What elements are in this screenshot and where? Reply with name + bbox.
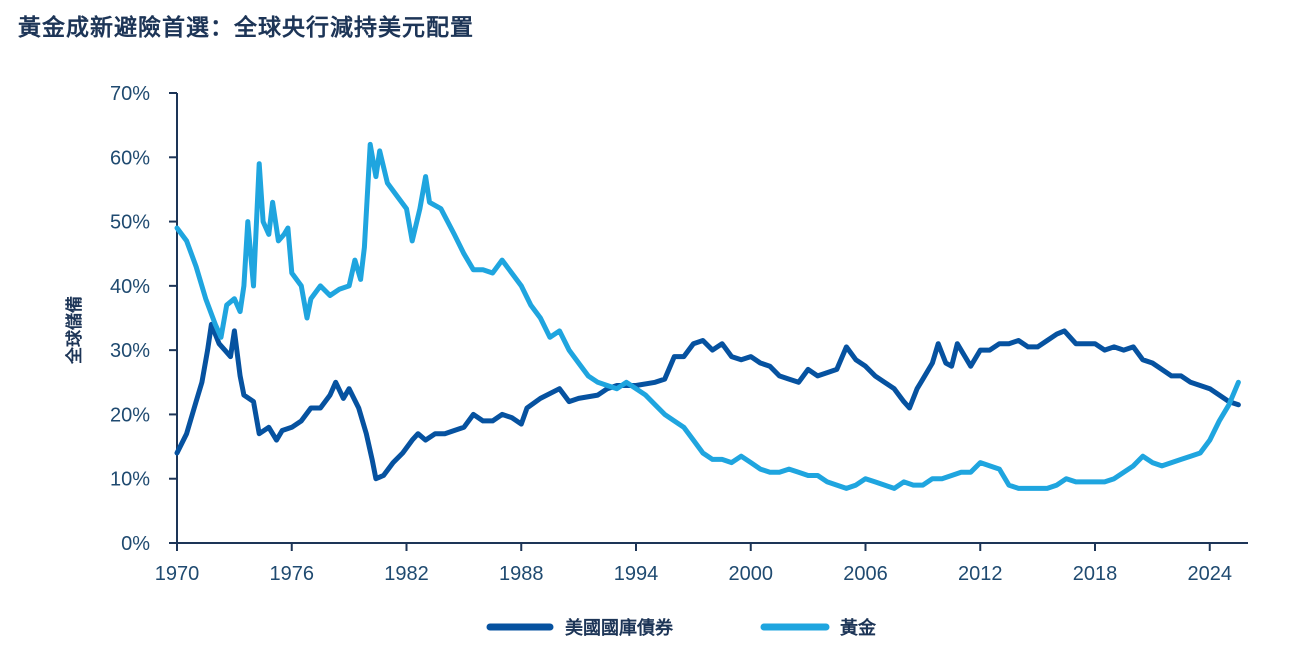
x-tick-label: 1970 <box>155 563 200 585</box>
series-line-treasuries <box>174 321 1241 482</box>
y-tick-label: 60% <box>110 147 150 169</box>
y-tick-label: 40% <box>110 276 150 298</box>
y-tick-label: 0% <box>121 533 150 555</box>
legend-label: 黃金 <box>839 617 877 639</box>
x-tick-label: 1982 <box>384 563 429 585</box>
legend-item: 黃金 <box>760 617 877 639</box>
y-axis-label: 全球儲備 <box>64 296 85 365</box>
x-tick-label: 2018 <box>1073 563 1118 585</box>
chart-title: 黃金成新避險首選：全球央行減持美元配置 <box>18 15 474 41</box>
y-tick-label: 30% <box>110 340 150 362</box>
x-tick-label: 2012 <box>958 563 1003 585</box>
x-tick-label: 1994 <box>614 563 659 585</box>
y-tick-label: 20% <box>110 404 150 426</box>
x-tick-label: 1976 <box>270 563 315 585</box>
x-tick-label: 1988 <box>499 563 544 585</box>
x-tick-label: 2024 <box>1188 563 1233 585</box>
legend-label: 美國國庫債券 <box>565 617 674 639</box>
series-line-gold <box>174 141 1241 491</box>
x-tick-label: 2006 <box>843 563 888 585</box>
legend-item: 美國國庫債券 <box>486 617 674 639</box>
y-tick-label: 10% <box>110 469 150 491</box>
y-tick-label: 70% <box>110 83 150 105</box>
y-tick-label: 50% <box>110 212 150 234</box>
x-tick-label: 2000 <box>729 563 774 585</box>
